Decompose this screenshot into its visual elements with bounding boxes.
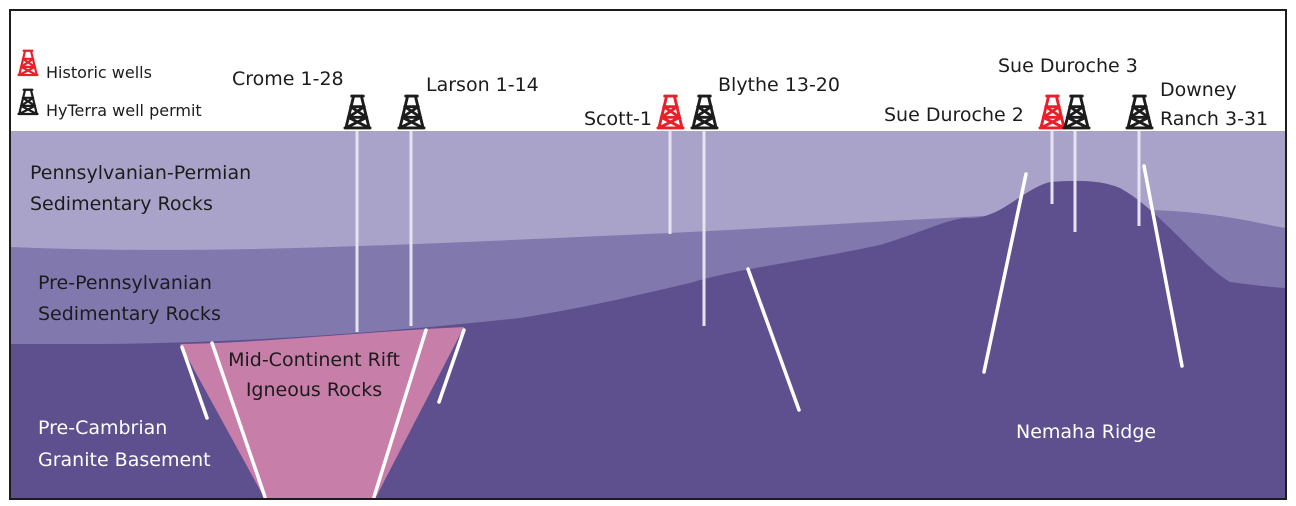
layer-labels: Pennsylvanian-Permian Sedimentary Rocks … (30, 162, 1156, 471)
frame (9, 9, 1287, 500)
label-sue-duroche-2: Sue Duroche 2 (884, 104, 1024, 126)
fault-rift-west-outer (180, 345, 209, 420)
label-penn-permian-2: Sedimentary Rocks (30, 193, 213, 215)
fault-rift-west (210, 341, 267, 499)
sky-background (10, 10, 1286, 131)
label-crome: Crome 1-28 (232, 68, 344, 90)
legend-permit-label: HyTerra well permit (46, 101, 202, 120)
label-precambrian-1: Pre-Cambrian (38, 417, 167, 439)
fault-rift-east (372, 328, 428, 499)
label-larson: Larson 1-14 (426, 74, 539, 96)
well-labels: Crome 1-28 Larson 1-14 Scott-1 Blythe 13… (232, 55, 1268, 130)
legend: Historic wells HyTerra well permit (17, 49, 202, 120)
well-bores (355, 131, 1141, 332)
legend-historic-label: Historic wells (46, 63, 152, 82)
label-downey-1: Downey (1160, 79, 1237, 101)
label-pre-penn-1: Pre-Pennsylvanian (38, 272, 212, 294)
fault-nemaha-east (1142, 164, 1184, 368)
label-penn-permian-1: Pennsylvanian-Permian (30, 162, 251, 184)
fault-rift-east-outer (437, 328, 466, 404)
label-nemaha-ridge: Nemaha Ridge (1016, 421, 1156, 443)
label-rift-2: Igneous Rocks (246, 379, 382, 401)
label-pre-penn-2: Sedimentary Rocks (38, 303, 221, 325)
label-sue-duroche-3: Sue Duroche 3 (998, 55, 1138, 77)
label-blythe: Blythe 13-20 (718, 74, 840, 96)
label-downey-2: Ranch 3-31 (1160, 108, 1268, 130)
label-rift-1: Mid-Continent Rift (228, 349, 400, 371)
label-precambrian-2: Granite Basement (38, 449, 211, 471)
fault-central (746, 267, 801, 412)
faults (180, 164, 1184, 499)
label-scott: Scott-1 (584, 108, 652, 130)
fault-nemaha-west (982, 172, 1028, 374)
